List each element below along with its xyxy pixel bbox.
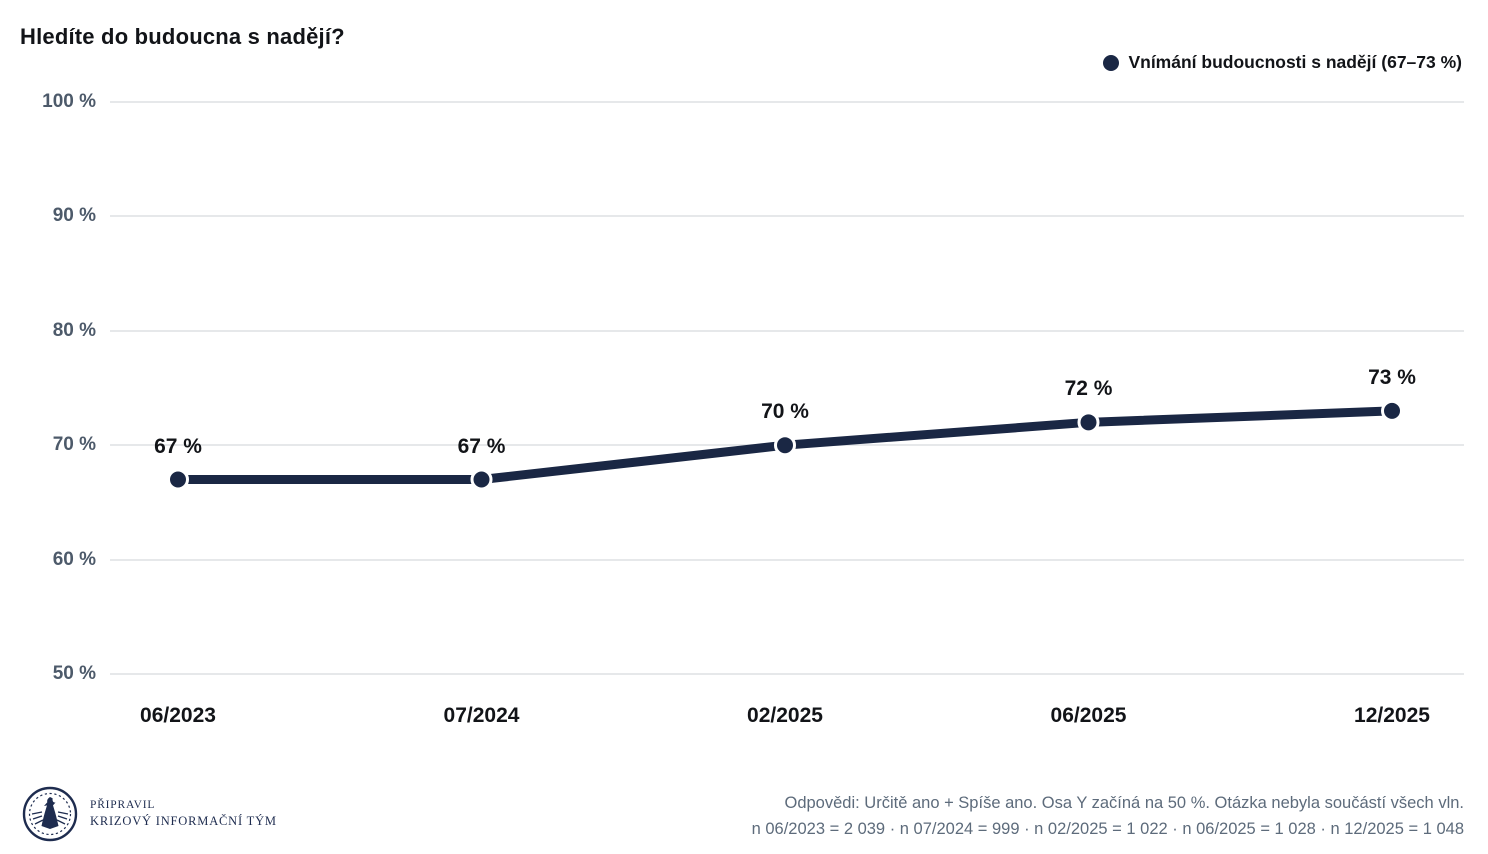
x-axis-tick-label: 12/2025: [1354, 704, 1430, 727]
data-point-marker: [774, 434, 796, 457]
y-axis-tick-label: 90 %: [52, 205, 96, 227]
legend-series-dot-icon: [1103, 54, 1120, 71]
x-axis-tick-label: 02/2025: [747, 704, 823, 727]
data-point-marker: [167, 468, 189, 491]
crisis-team-seal-logo-icon: [22, 786, 78, 842]
chart-title: Hledíte do budoucna s nadějí?: [20, 24, 345, 49]
y-axis-tick-label: 60 %: [52, 548, 96, 570]
y-axis-tick-label: 50 %: [52, 663, 96, 684]
data-point-marker: [1381, 399, 1403, 422]
footer-note-sample-sizes: n 06/2023 = 2 039 · n 07/2024 = 999 · n …: [751, 820, 1464, 838]
data-point-value-label: 70 %: [761, 400, 809, 424]
gridline-80: [110, 329, 1464, 332]
x-axis-tick-label: 06/2025: [1050, 704, 1127, 727]
y-axis-tick-label: 80 %: [52, 319, 96, 341]
footer-notes: Odpovědi: Určitě ano + Spíše ano. Osa Y …: [752, 790, 1464, 842]
legend: Vnímání budoucnosti s nadějí (67–73 %): [1103, 52, 1462, 73]
y-axis-tick-label: 100 %: [42, 91, 96, 112]
x-axis-tick-label: 07/2024: [443, 704, 520, 727]
branding-block: PŘIPRAVIL KRIZOVÝ INFORMAČNÍ TÝM: [22, 786, 277, 842]
prepared-by-label: PŘIPRAVIL: [90, 799, 156, 811]
data-point-value-label: 67 %: [457, 434, 506, 458]
team-name-label: KRIZOVÝ INFORMAČNÍ TÝM: [90, 814, 277, 828]
gridline-100: [110, 101, 1464, 103]
gridline-90: [110, 215, 1464, 218]
legend-series-label: Vnímání budoucnosti s nadějí (67–73 %): [1128, 52, 1462, 72]
footer-note-methodology: Odpovědi: Určitě ano + Spíše ano. Osa Y …: [784, 794, 1465, 812]
data-point-marker: [1077, 411, 1100, 434]
data-point-marker: [470, 468, 493, 491]
gridline-50: [110, 673, 1464, 675]
branding-text: PŘIPRAVIL KRIZOVÝ INFORMAČNÍ TÝM: [90, 799, 277, 829]
data-point-value-label: 67 %: [154, 434, 202, 458]
y-axis-tick-label: 70 %: [52, 434, 96, 456]
data-point-value-label: 73 %: [1368, 365, 1416, 389]
gridline-60: [110, 558, 1464, 561]
data-point-value-label: 72 %: [1064, 377, 1113, 401]
x-axis-tick-label: 06/2023: [140, 704, 216, 727]
